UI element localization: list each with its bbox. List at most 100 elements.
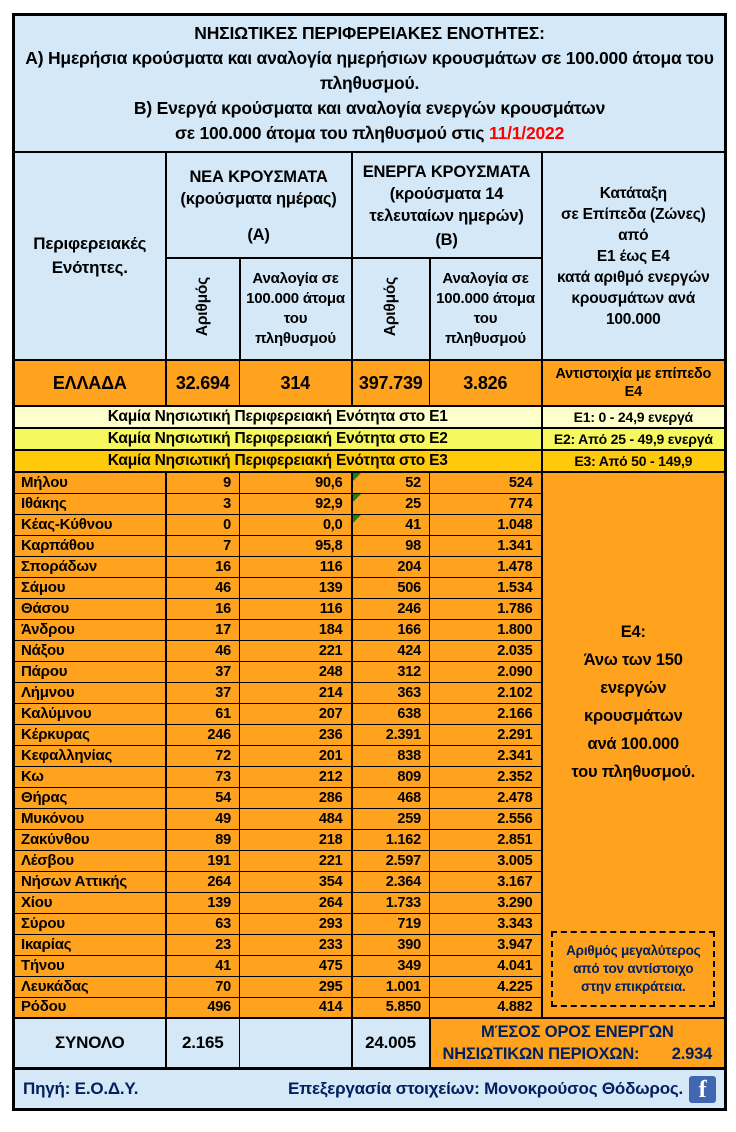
zone-e1-label: Ε1: 0 - 24,9 ενεργά bbox=[540, 405, 727, 429]
island-name: Θάσου bbox=[13, 597, 166, 620]
island-name: Άνδρου bbox=[13, 618, 166, 641]
island-name: Ικαρίας bbox=[13, 933, 166, 956]
island-active-cases: 809 bbox=[350, 765, 430, 788]
island-new-ratio: 221 bbox=[239, 639, 352, 662]
header-group-active-cases: ΕΝΕΡΓΑ ΚΡΟΥΣΜΑΤΑ (κρούσματα 14 τελευταίω… bbox=[350, 151, 543, 259]
island-name: Κω bbox=[13, 765, 166, 788]
island-active-cases: 1.162 bbox=[350, 828, 430, 851]
title-line-c: σε 100.000 άτομα του πληθυσμού στις 11/1… bbox=[25, 121, 714, 146]
island-active-cases: 2.597 bbox=[350, 849, 430, 872]
island-new-ratio: 116 bbox=[239, 597, 352, 620]
average-label-line2: ΝΗΣΙΩΤΙΚΩΝ ΠΕΡΙΟΧΩΝ: bbox=[442, 1045, 640, 1063]
island-new-cases: 72 bbox=[164, 744, 240, 767]
group-a-sub: (κρούσματα ημέρας) bbox=[180, 190, 337, 208]
zone-e1-message: Καμία Νησιωτική Περιφερειακή Ενότητα στο… bbox=[13, 405, 542, 429]
island-row: Κέρκυρας 246 236 2.391 2.291 bbox=[13, 723, 726, 746]
island-new-cases: 70 bbox=[164, 975, 240, 998]
group-b-tag: (Β) bbox=[435, 231, 458, 249]
island-row: Λέσβου 191 221 2.597 3.005 bbox=[13, 849, 726, 872]
island-new-ratio: 0,0 bbox=[239, 513, 352, 536]
island-new-cases: 37 bbox=[164, 660, 240, 683]
island-active-cases: 5.850 bbox=[350, 996, 430, 1019]
island-row: Κω 73 212 809 2.352 bbox=[13, 765, 726, 788]
island-active-ratio: 2.102 bbox=[429, 681, 542, 704]
zone-e2-message: Καμία Νησιωτική Περιφερειακή Ενότητα στο… bbox=[13, 427, 542, 451]
island-active-ratio: 3.005 bbox=[429, 849, 542, 872]
island-name: Σποράδων bbox=[13, 555, 166, 578]
island-new-cases: 0 bbox=[164, 513, 240, 536]
island-active-ratio: 4.882 bbox=[429, 996, 542, 1019]
island-name: Λέσβου bbox=[13, 849, 166, 872]
island-new-cases: 23 bbox=[164, 933, 240, 956]
island-new-cases: 139 bbox=[164, 891, 240, 914]
island-new-ratio: 212 bbox=[239, 765, 352, 788]
island-active-cases: 312 bbox=[350, 660, 430, 683]
island-active-ratio: 2.352 bbox=[429, 765, 542, 788]
island-row: Θήρας 54 286 468 2.478 bbox=[13, 786, 726, 809]
island-new-ratio: 184 bbox=[239, 618, 352, 641]
island-new-cases: 16 bbox=[164, 597, 240, 620]
credit-label: Επεξεργασία στοιχείων: Μονοκρούσος Θόδωρ… bbox=[288, 1079, 684, 1098]
island-name: Καρπάθου bbox=[13, 534, 166, 557]
island-active-ratio: 3.167 bbox=[429, 870, 542, 893]
island-new-cases: 89 bbox=[164, 828, 240, 851]
island-new-ratio: 293 bbox=[239, 912, 352, 935]
average-value: 2.934 bbox=[671, 1045, 713, 1063]
island-active-cases: 2.391 bbox=[350, 723, 430, 746]
island-name: Θήρας bbox=[13, 786, 166, 809]
island-active-cases-value: 52 bbox=[405, 474, 421, 491]
island-active-ratio: 4.041 bbox=[429, 954, 542, 977]
island-row: Ρόδου 496 414 5.850 4.882 bbox=[13, 996, 726, 1019]
total-label: ΣΥΝΟΛΟ bbox=[13, 1017, 166, 1070]
island-active-cases: 246 bbox=[350, 597, 430, 620]
island-new-ratio: 90,6 bbox=[239, 471, 352, 494]
island-active-cases: 2.364 bbox=[350, 870, 430, 893]
total-row: ΣΥΝΟΛΟ 2.165 24.005 ΜΈΣΟΣ ΟΡΟΣ ΕΝΕΡΓΩΝ Ν… bbox=[13, 1017, 727, 1070]
total-new-cases: 2.165 bbox=[164, 1017, 240, 1070]
island-row: Θάσου 16 116 246 1.786 bbox=[13, 597, 726, 620]
island-new-ratio: 354 bbox=[239, 870, 352, 893]
island-name: Τήνου bbox=[13, 954, 166, 977]
island-new-ratio: 139 bbox=[239, 576, 352, 599]
comment-flag-icon bbox=[353, 494, 361, 502]
island-name: Λήμνου bbox=[13, 681, 166, 704]
island-active-cases: 424 bbox=[350, 639, 430, 662]
header-count-b: Αριθμός bbox=[350, 257, 431, 361]
island-active-cases: 259 bbox=[350, 807, 430, 830]
island-active-cases: 349 bbox=[350, 954, 430, 977]
island-new-cases: 9 bbox=[164, 471, 240, 494]
island-active-ratio: 2.556 bbox=[429, 807, 542, 830]
island-new-ratio: 484 bbox=[239, 807, 352, 830]
island-new-ratio: 248 bbox=[239, 660, 352, 683]
zone-e3-label: Ε3: Από 50 - 149,9 bbox=[540, 449, 727, 473]
island-new-cases: 3 bbox=[164, 492, 240, 515]
higher-than-national-callout: Αριθμός μεγαλύτερος από τον αντίστοιχο σ… bbox=[551, 931, 716, 1007]
title-block: ΝΗΣΙΩΤΙΚΕΣ ΠΕΡΙΦΕΡΕΙΑΚΕΣ ΕΝΟΤΗΤΕΣ: Α) Ημ… bbox=[12, 14, 727, 153]
greece-active-cases: 397.739 bbox=[350, 359, 430, 407]
island-new-cases: 41 bbox=[164, 954, 240, 977]
island-new-ratio: 475 bbox=[239, 954, 352, 977]
island-new-cases: 191 bbox=[164, 849, 240, 872]
group-b-sub: (κρούσματα 14 τελευταίων ημερών) bbox=[369, 185, 524, 225]
island-active-cases: 1.733 bbox=[350, 891, 430, 914]
island-active-ratio: 2.341 bbox=[429, 744, 542, 767]
island-name: Νήσων Αττικής bbox=[13, 870, 166, 893]
header-count-a: Αριθμός bbox=[164, 257, 241, 361]
island-new-ratio: 414 bbox=[239, 996, 352, 1019]
island-active-ratio: 2.035 bbox=[429, 639, 542, 662]
island-name: Μήλου bbox=[13, 471, 166, 494]
average-label-line1: ΜΈΣΟΣ ΟΡΟΣ ΕΝΕΡΓΩΝ bbox=[480, 1023, 674, 1041]
islands-covid-table: ΝΗΣΙΩΤΙΚΕΣ ΠΕΡΙΦΕΡΕΙΑΚΕΣ ΕΝΟΤΗΤΕΣ: Α) Ημ… bbox=[12, 13, 728, 1111]
group-b-title: ΕΝΕΡΓΑ ΚΡΟΥΣΜΑΤΑ bbox=[362, 163, 531, 181]
facebook-icon[interactable]: f bbox=[689, 1075, 717, 1103]
island-active-cases: 1.001 bbox=[350, 975, 430, 998]
total-active-cases: 24.005 bbox=[350, 1017, 430, 1070]
island-active-cases: 719 bbox=[350, 912, 430, 935]
e4-cell-content: Ε4: Άνω των 150 ενεργών κρουσμάτων ανά 1… bbox=[544, 473, 725, 1017]
island-active-ratio: 1.800 bbox=[429, 618, 542, 641]
island-row: Πάρου 37 248 312 2.090 bbox=[13, 660, 726, 683]
island-active-ratio: 3.343 bbox=[429, 912, 542, 935]
island-row: Νάξου 46 221 424 2.035 bbox=[13, 639, 726, 662]
e4-zone-cell: Ε4: Άνω των 150 ενεργών κρουσμάτων ανά 1… bbox=[540, 471, 727, 1019]
